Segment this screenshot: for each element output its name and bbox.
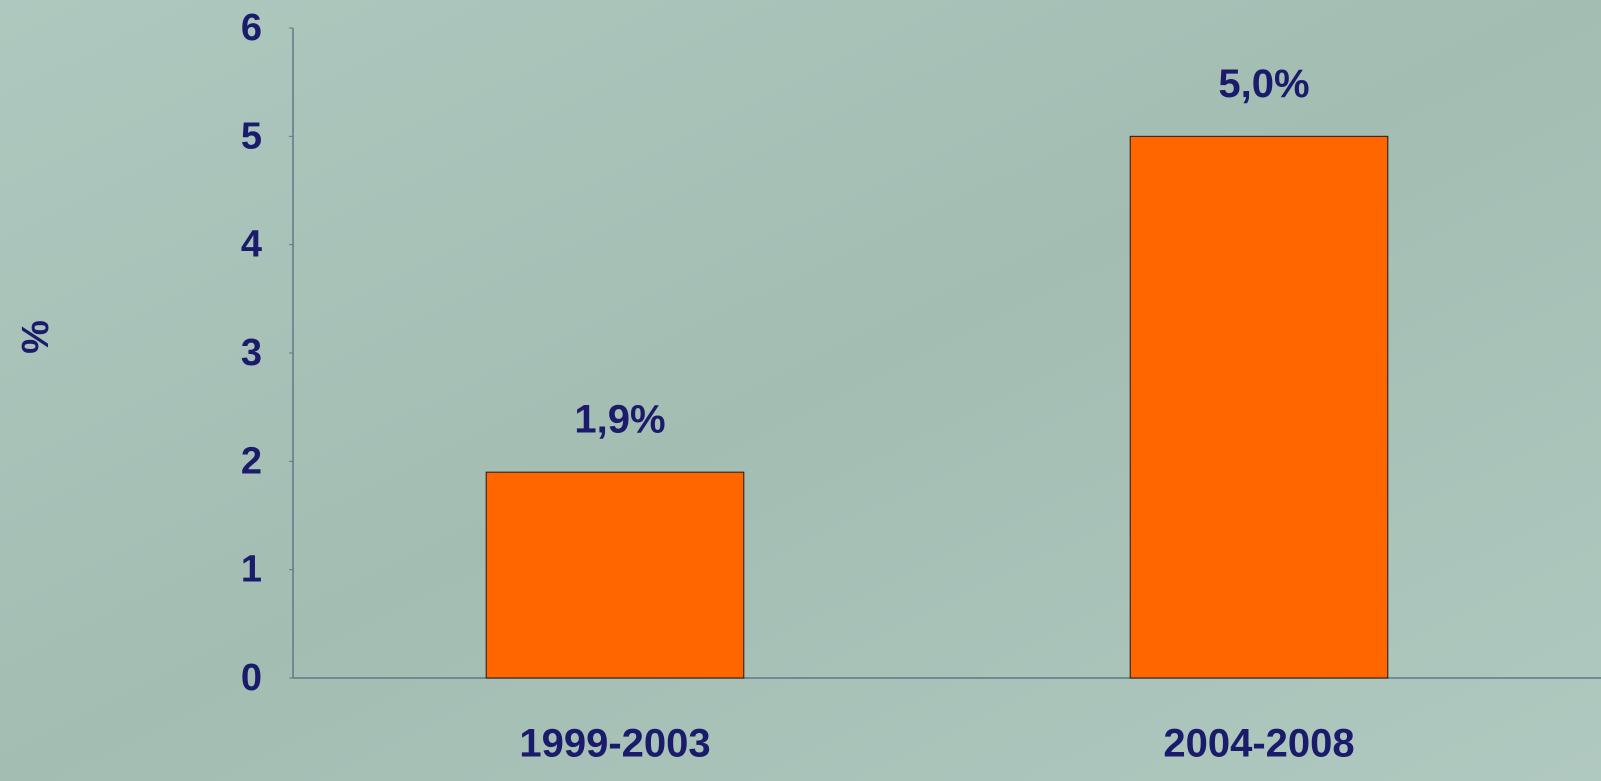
y-tick-label: 5 [241, 115, 262, 157]
y-tick-label: 1 [241, 549, 262, 591]
bar [485, 471, 745, 679]
data-label: 5,0% [1218, 62, 1309, 106]
bar [1129, 135, 1389, 679]
y-tick-label: 6 [241, 7, 262, 49]
y-axis-label: % [15, 320, 57, 354]
y-tick-label: 0 [241, 657, 262, 699]
y-tick-label: 4 [241, 224, 262, 266]
x-tick-label: 1999-2003 [519, 722, 710, 766]
x-tick-label: 2004-2008 [1163, 722, 1354, 766]
data-label: 1,9% [574, 398, 665, 442]
y-tick-label: 2 [241, 440, 262, 482]
y-tick-label: 3 [241, 332, 262, 374]
